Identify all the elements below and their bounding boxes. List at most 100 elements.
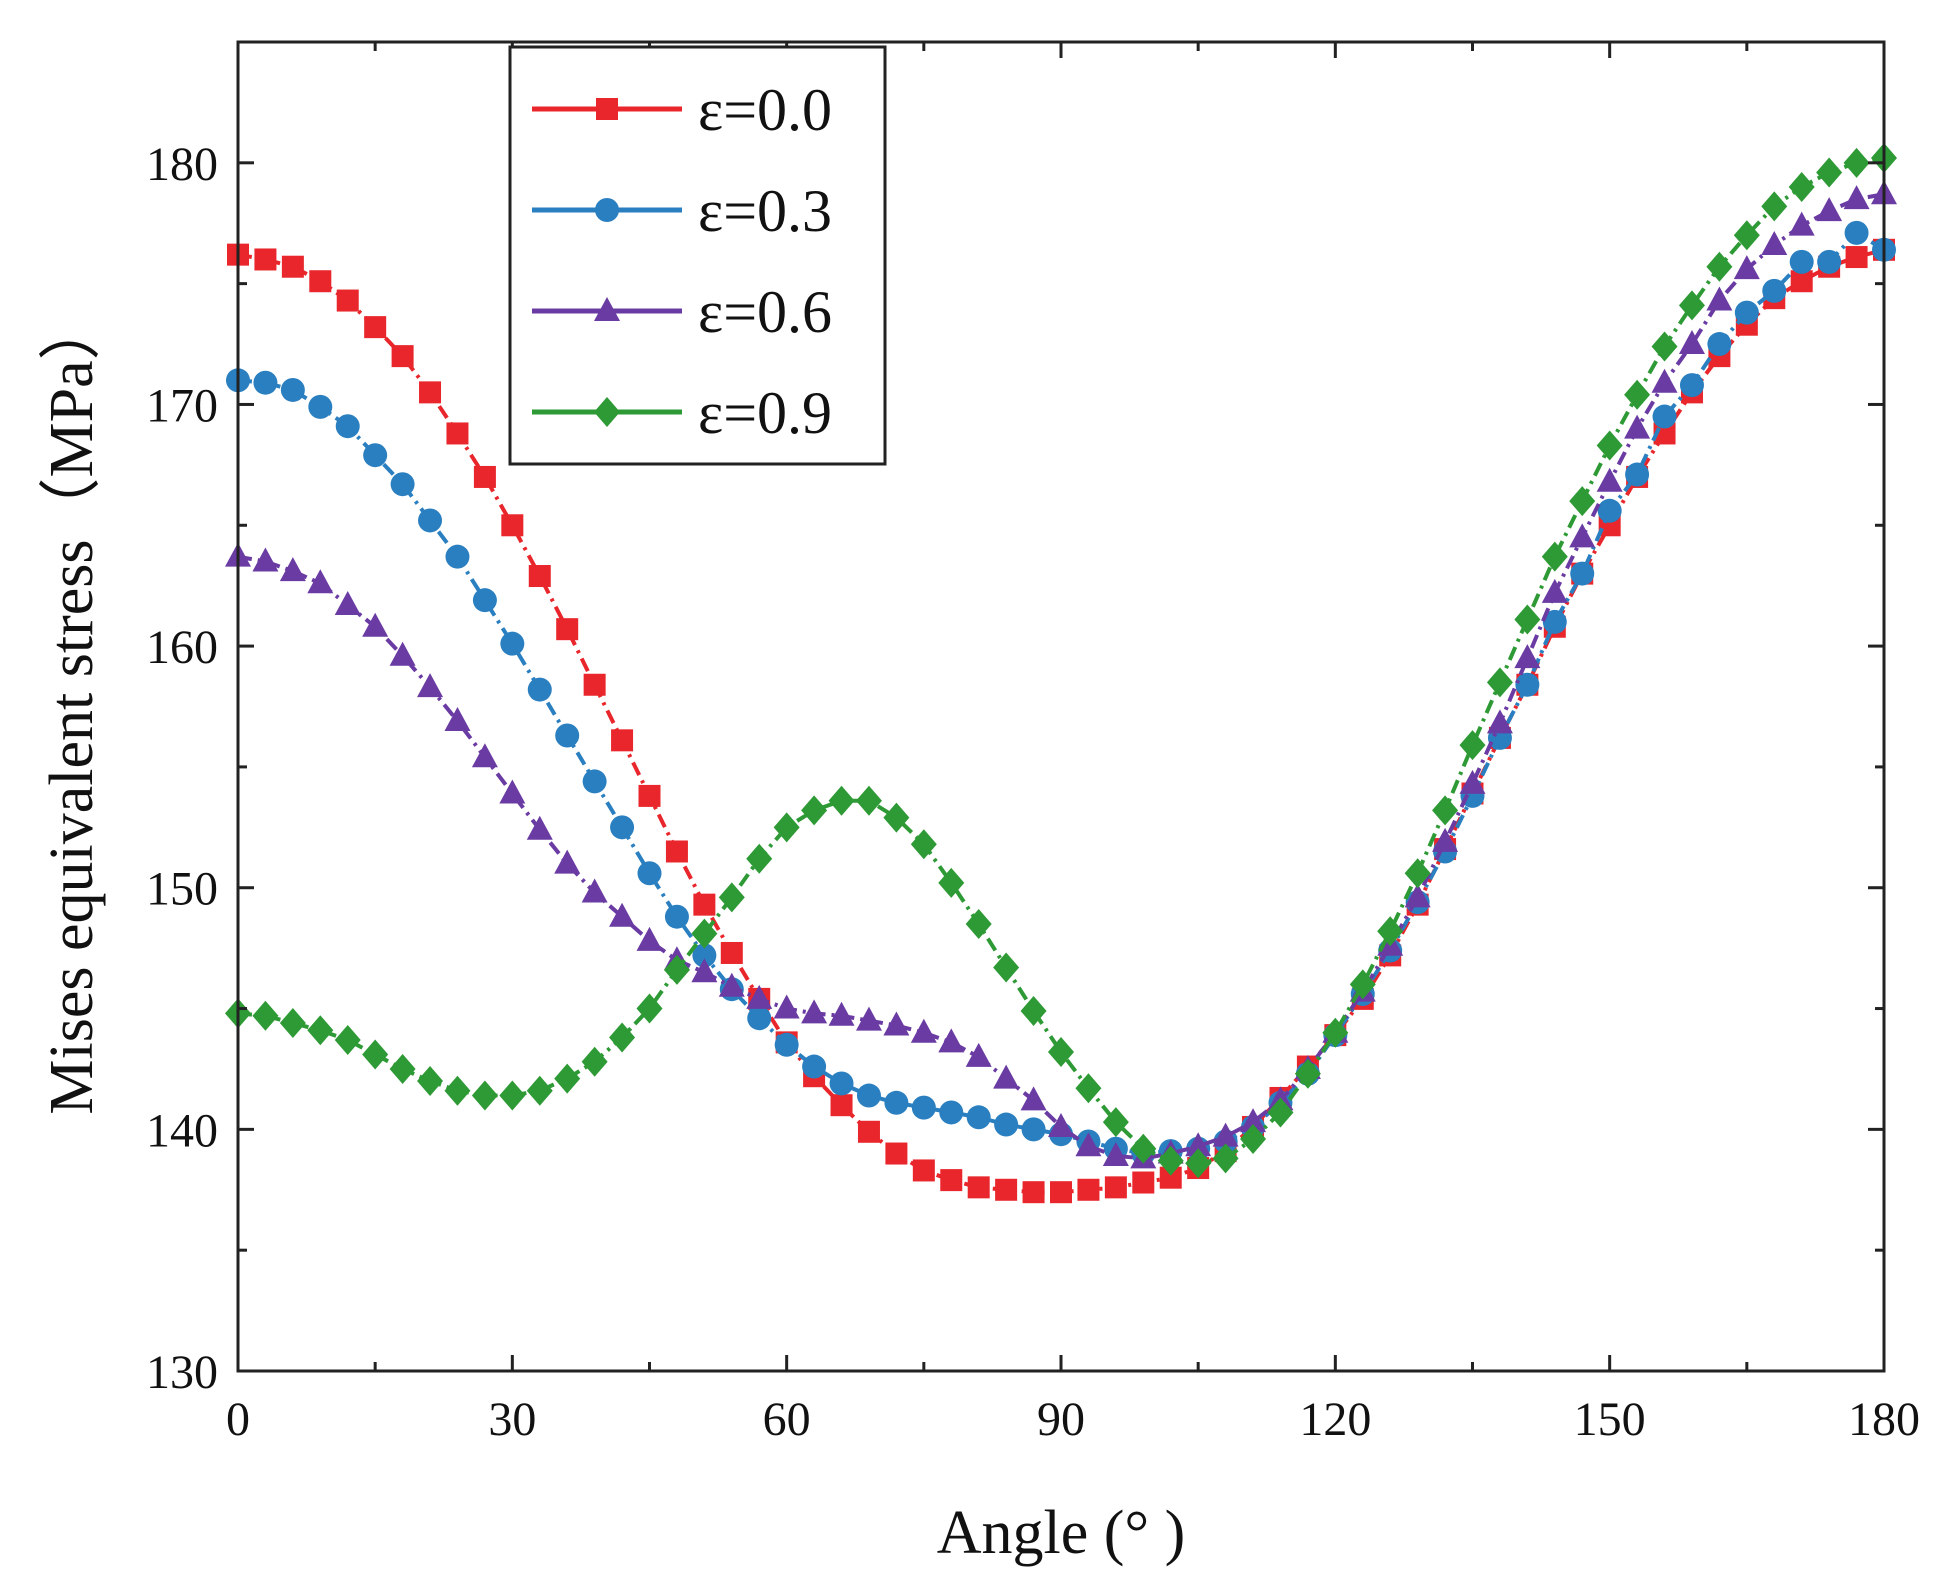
data-point: [910, 1018, 937, 1043]
data-point: [526, 815, 553, 840]
data-point: [1624, 379, 1651, 410]
legend: ε=0.0 ε=0.3 ε=0.6 ε=0.9: [508, 45, 887, 466]
data-point: [828, 785, 855, 816]
data-point: [883, 802, 910, 833]
data-point: [636, 926, 663, 951]
data-point: [911, 1095, 936, 1120]
y-tick-label: 150: [146, 863, 218, 916]
data-point: [417, 1066, 444, 1097]
data-point: [417, 673, 444, 698]
data-point: [253, 370, 278, 395]
data-point: [1432, 827, 1459, 852]
data-point: [472, 588, 497, 613]
data-point: [418, 508, 443, 533]
data-point: [473, 465, 496, 488]
data-point: [334, 591, 361, 616]
data-point: [309, 270, 332, 293]
data-point: [444, 706, 471, 731]
data-point: [1020, 1086, 1047, 1111]
data-point: [1816, 197, 1843, 222]
legend-marker: [595, 198, 619, 222]
data-point: [773, 812, 800, 843]
data-point: [1816, 157, 1843, 188]
data-point: [693, 893, 716, 916]
x-tick-label: 60: [763, 1393, 811, 1446]
data-point: [1022, 1181, 1045, 1204]
legend-box: [508, 45, 887, 466]
data-point: [554, 849, 581, 874]
data-point: [1102, 1141, 1129, 1166]
y-tick-label: 160: [146, 621, 218, 674]
data-point: [802, 1054, 827, 1079]
y-tick-label: 180: [146, 138, 218, 191]
data-point: [610, 815, 635, 840]
data-point: [664, 904, 689, 929]
legend-item-1: ε=0.3: [532, 178, 832, 244]
legend-label: ε=0.6: [698, 279, 832, 345]
data-point: [280, 377, 305, 402]
data-point: [556, 618, 579, 641]
data-point: [1404, 858, 1431, 889]
data-point: [801, 795, 828, 826]
data-point: [855, 1006, 882, 1031]
data-point: [1653, 422, 1676, 445]
data-point: [609, 1022, 636, 1053]
data-point: [1569, 486, 1596, 517]
y-axis-title: Mises equivalent stress（MPa）: [38, 298, 106, 1114]
data-point: [993, 952, 1020, 983]
series-line: [237, 230, 1886, 1156]
data-point: [364, 316, 387, 339]
data-point: [884, 1090, 909, 1115]
data-point: [1596, 467, 1623, 492]
data-point: [940, 1169, 963, 1192]
data-point: [718, 882, 745, 913]
data-point: [1104, 1176, 1127, 1199]
data-point: [581, 1046, 608, 1077]
data-point: [938, 867, 965, 898]
data-point: [1733, 220, 1760, 251]
data-point: [499, 1080, 526, 1111]
data-point: [1734, 300, 1759, 325]
data-point: [1404, 883, 1431, 908]
data-point: [747, 1006, 772, 1031]
axes-layer: 0 30 60 90 120 150 180 130 140 150 160 170 180: [146, 40, 1920, 1446]
data-point: [307, 1015, 334, 1046]
data-point: [1761, 230, 1788, 255]
data-point: [1706, 286, 1733, 311]
data-point: [1459, 730, 1486, 761]
data-point: [883, 1011, 910, 1036]
data-point: [1132, 1171, 1155, 1194]
data-point: [691, 958, 718, 983]
data-point: [444, 1075, 471, 1106]
data-point: [746, 984, 773, 1009]
data-point: [1624, 414, 1651, 439]
data-point: [938, 1028, 965, 1053]
data-point: [1102, 1107, 1129, 1138]
data-point: [419, 381, 442, 404]
data-point: [581, 878, 608, 903]
data-point: [746, 843, 773, 874]
data-point: [1240, 1108, 1267, 1133]
data-point: [1514, 604, 1541, 635]
data-point: [965, 908, 992, 939]
data-point: [912, 1159, 935, 1182]
data-point: [939, 1100, 964, 1125]
data-point: [308, 394, 333, 419]
data-point: [1651, 368, 1678, 393]
data-point: [1075, 1073, 1102, 1104]
data-point: [611, 729, 634, 752]
data-point: [389, 641, 416, 666]
series-2: [225, 180, 1897, 1169]
data-point: [692, 943, 717, 968]
data-point: [1625, 462, 1650, 487]
data-point: [281, 255, 304, 278]
data-point: [1514, 644, 1541, 669]
data-point: [829, 1071, 854, 1096]
data-point: [1240, 1124, 1267, 1155]
data-point: [1212, 1122, 1239, 1147]
legend-label: ε=0.0: [698, 77, 832, 143]
x-axis-title: Angle (° ): [937, 1499, 1186, 1567]
data-point: [966, 1105, 991, 1130]
